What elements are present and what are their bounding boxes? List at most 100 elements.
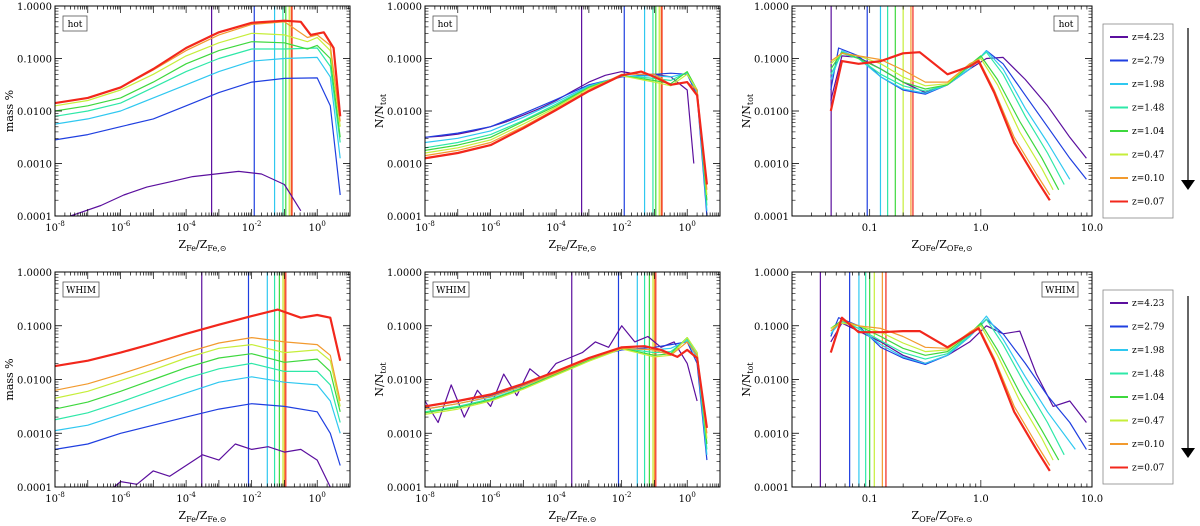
- x-tick-label: 10.0: [1081, 223, 1103, 234]
- arrow-head: [1181, 448, 1195, 458]
- legend-label: z=1.48: [1132, 370, 1165, 380]
- series-line-z=0.07: [829, 316, 1051, 472]
- y-tick-label: 0.0100: [17, 107, 52, 118]
- y-tick-label: 0.0001: [387, 483, 422, 494]
- legend-label: z=0.07: [1132, 198, 1165, 208]
- y-tick-label: 0.0010: [17, 160, 52, 171]
- y-tick-label: 0.0010: [387, 160, 422, 171]
- legend-label: z=0.10: [1132, 174, 1165, 184]
- x-tick-exponent: -8: [58, 220, 65, 228]
- panel-tag-box: [432, 15, 458, 32]
- down-arrow-icon: [1181, 296, 1195, 458]
- y-axis-label: N/Ntot: [373, 93, 388, 128]
- x-tick-exponent: -8: [428, 491, 435, 499]
- legend-box: [1102, 289, 1174, 485]
- y-label-main: N/N: [740, 105, 753, 128]
- legend-label: z=1.48: [1132, 104, 1165, 114]
- y-tick-label: 0.1000: [754, 55, 789, 66]
- y-tick-label: 0.0100: [754, 107, 789, 118]
- legend-label: z=4.23: [1132, 299, 1165, 309]
- x-tick-exponent: -6: [494, 220, 501, 228]
- panel-tag-box: [1053, 15, 1079, 32]
- y-tick-label: 0.0100: [387, 107, 422, 118]
- legend-label: z=1.04: [1132, 127, 1165, 137]
- x-tick-exponent: -8: [428, 220, 435, 228]
- panel-tag-label: hot: [68, 20, 83, 30]
- x-tick-label: 1.0: [973, 494, 989, 505]
- x-label-sub2: Fe,⊙: [577, 244, 596, 253]
- x-axis-label: ZFe/ZFe,⊙: [179, 509, 227, 522]
- y-label-main: N/N: [373, 373, 386, 396]
- series-line-z=0.10: [55, 337, 341, 402]
- x-tick-label: 10-6: [111, 220, 131, 234]
- series-line-z=1.48: [55, 47, 341, 143]
- x-tick-label: 100: [309, 220, 326, 234]
- x-tick-base: 10: [679, 223, 692, 234]
- y-tick-label: 0.0100: [17, 376, 52, 387]
- plot-frame: [54, 5, 351, 217]
- y-label-sub: tot: [746, 93, 755, 105]
- panel-tag-label: hot: [1059, 20, 1074, 30]
- x-tick-label: 100: [679, 220, 696, 234]
- x-tick-label: 10-8: [415, 491, 435, 505]
- x-tick-base: 10: [415, 223, 428, 234]
- y-tick-label: 1.0000: [754, 268, 789, 279]
- x-label-sub2: OFe,⊙: [947, 515, 973, 522]
- x-tick-label: 10-8: [415, 220, 435, 234]
- x-label-sub: Fe: [556, 515, 566, 522]
- x-tick-base: 10: [612, 494, 625, 505]
- series-line-z=1.04: [55, 41, 341, 138]
- x-label-sep: /: [566, 238, 570, 251]
- x-tick-exponent: -8: [58, 491, 65, 499]
- x-label-sub: Fe: [186, 515, 196, 522]
- y-tick-label: 0.1000: [387, 55, 422, 66]
- y-tick-label: 0.0001: [17, 483, 52, 494]
- x-tick-label: 10-4: [176, 220, 196, 234]
- down-arrow-icon: [1181, 28, 1195, 190]
- legend-top: z=4.23 z=2.79 z=1.98 z=1.48 z=1.04 z=0.47 z=0.…: [1102, 23, 1174, 219]
- x-tick-base: 10: [481, 494, 494, 505]
- legend-label: z=4.23: [1132, 33, 1165, 43]
- x-tick-base: 10: [309, 223, 322, 234]
- x-label-main: Z: [549, 238, 557, 251]
- y-axis-label: N/Ntot: [740, 93, 755, 128]
- x-tick-exponent: -4: [559, 491, 566, 499]
- x-tick-exponent: -4: [189, 491, 196, 499]
- y-axis-label: mass %: [3, 90, 16, 132]
- x-label-sub2: OFe,⊙: [947, 244, 973, 253]
- series-line-z=1.98: [55, 56, 341, 159]
- x-tick-label: 100: [679, 491, 696, 505]
- x-tick-base: 1.0: [973, 223, 989, 234]
- series-line-z=0.07: [425, 345, 708, 429]
- legend-box: [1102, 23, 1174, 219]
- plot-frame: [424, 271, 721, 488]
- x-tick-base: 10.0: [1081, 494, 1103, 505]
- panel-tag-box: [62, 15, 88, 32]
- x-tick-base: 10: [242, 494, 255, 505]
- legend-label: z=1.98: [1132, 80, 1165, 90]
- x-tick-base: 10: [546, 223, 559, 234]
- legend-label: z=0.10: [1132, 440, 1165, 450]
- x-tick-label: 100: [309, 491, 326, 505]
- x-label-sub2: Fe,⊙: [207, 515, 226, 522]
- x-tick-label: 10-8: [45, 220, 65, 234]
- legend-label: z=0.07: [1132, 464, 1165, 474]
- panel-tag-label: hot: [438, 20, 453, 30]
- y-axis-label: N/Ntot: [373, 362, 388, 397]
- panel-tag-label: WHIM: [1045, 286, 1075, 296]
- x-tick-base: 10: [45, 223, 58, 234]
- y-tick-label: 0.0001: [754, 483, 789, 494]
- x-tick-exponent: -6: [494, 491, 501, 499]
- y-label-sub: tot: [379, 93, 388, 105]
- series-line-z=1.48: [830, 51, 1065, 185]
- x-tick-exponent: -4: [189, 220, 196, 228]
- x-tick-label: 10-4: [546, 220, 566, 234]
- y-tick-label: 0.0100: [754, 376, 789, 387]
- x-label-main2: Z: [200, 238, 208, 251]
- panel-tag-box: [432, 281, 470, 298]
- series-line-z=1.98: [55, 376, 341, 434]
- legend-label: z=2.79: [1132, 57, 1165, 67]
- x-tick-base: 10: [612, 223, 625, 234]
